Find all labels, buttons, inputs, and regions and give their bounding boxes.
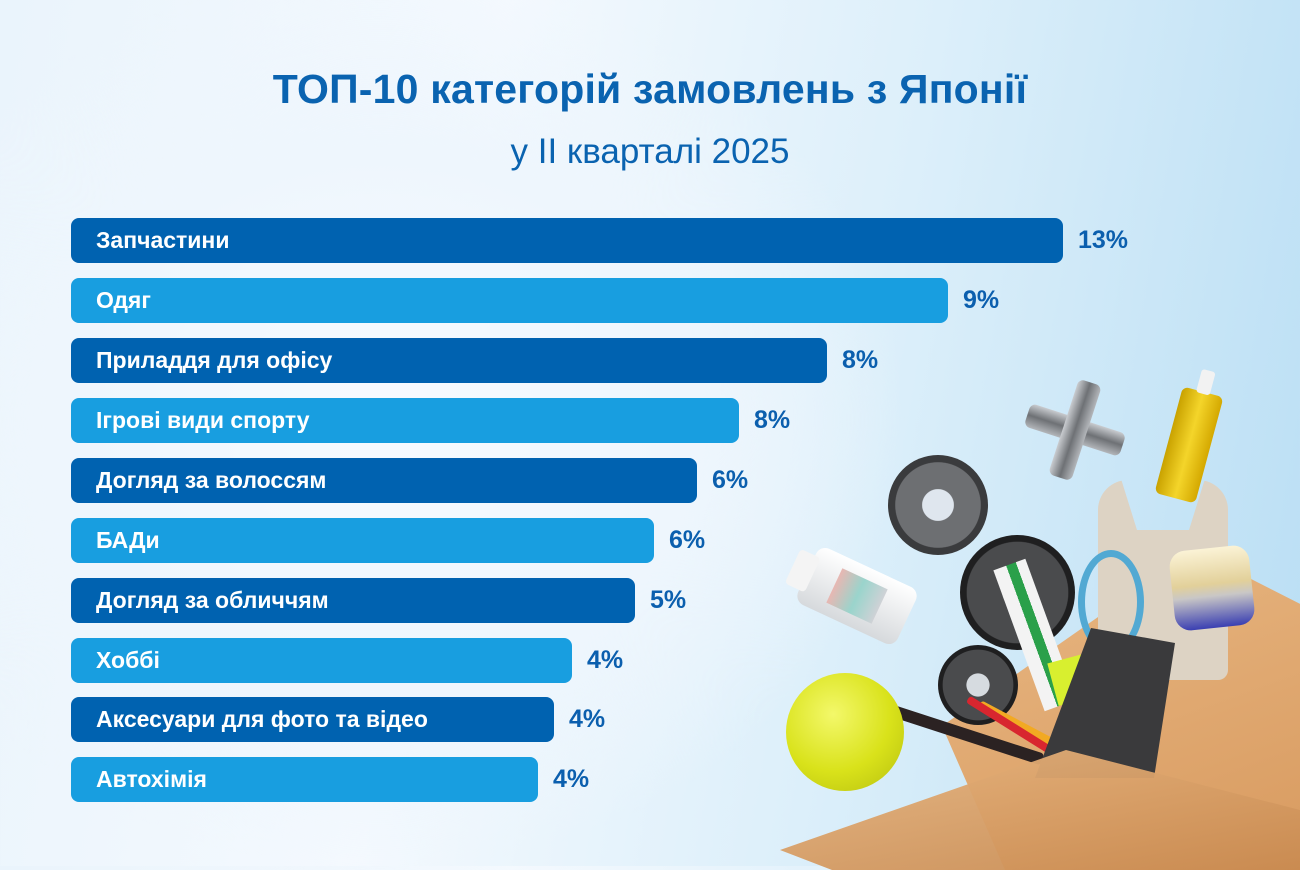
bar-value: 8% (842, 346, 879, 374)
bar-value: 13% (1078, 226, 1129, 254)
bar-value: 6% (712, 466, 749, 494)
bar-team-sports: Ігрові види спорту (71, 398, 739, 443)
bar-supplements: БАДи (71, 518, 654, 563)
bar-label: Догляд за обличчям (96, 587, 329, 613)
bar-label: Одяг (96, 287, 151, 313)
bar-label: Аксесуари для фото та відео (96, 706, 428, 732)
supplement-bottle-icon (794, 544, 920, 648)
bar-hobby: Хоббі (71, 638, 572, 683)
bar-auto-chemicals: Автохімія (71, 757, 538, 802)
bar-value: 4% (553, 765, 590, 793)
products-illustration (780, 370, 1300, 870)
bar-value: 5% (650, 586, 687, 614)
chart-title: ТОП-10 категорій замовлень з Японії (272, 66, 1028, 112)
bar-label: Догляд за волоссям (96, 467, 327, 493)
bar-label: Хоббі (96, 647, 160, 673)
chart-subtitle: у II кварталі 2025 (510, 132, 790, 171)
bar-value: 6% (669, 526, 706, 554)
bar-value: 4% (587, 646, 624, 674)
bar-label: Приладдя для офісу (96, 347, 333, 373)
bar-odiah: Одяг (71, 278, 948, 323)
bar-hair-care: Догляд за волоссям (71, 458, 697, 503)
bar-value: 9% (963, 286, 1000, 314)
bar-photo-video-accessories: Аксесуари для фото та відео (71, 697, 554, 742)
bar-label: БАДи (96, 527, 160, 553)
tennis-ball-icon (786, 673, 904, 791)
universal-joint-icon (1023, 378, 1127, 482)
bar-label: Ігрові види спорту (96, 407, 310, 433)
bar-value: 4% (569, 705, 606, 733)
gear-icon (888, 455, 988, 555)
bar-value: 8% (754, 406, 791, 434)
face-cream-icon (1168, 544, 1256, 632)
bar-zapchastyny: Запчастини (71, 218, 1063, 263)
bar-label: Запчастини (96, 227, 230, 253)
bar-office-supplies: Приладдя для офісу (71, 338, 827, 383)
bar-face-care: Догляд за обличчям (71, 578, 635, 623)
bar-label: Автохімія (96, 766, 207, 792)
